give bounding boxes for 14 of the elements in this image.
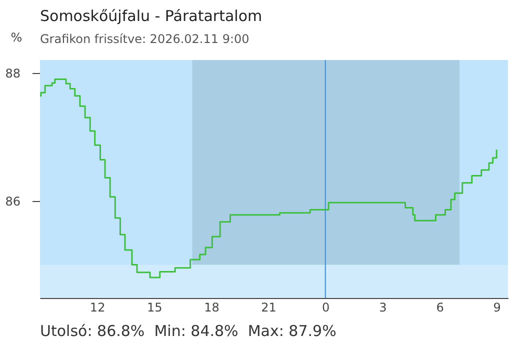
x-tick-label: 21: [261, 300, 276, 314]
x-tick-label: 6: [436, 300, 444, 314]
y-tick-label: 88: [5, 66, 20, 80]
x-tick-label: 12: [90, 300, 106, 314]
x-tick-label: 18: [204, 300, 220, 314]
x-tick-label: 3: [379, 300, 387, 314]
x-tick-label: 15: [147, 300, 162, 314]
chart-title: Somoskőújfalu - Páratartalom: [40, 7, 262, 25]
y-axis-title: %: [10, 30, 22, 44]
y-tick-label: 86: [5, 194, 20, 208]
x-tick-label: 0: [322, 300, 330, 314]
chart-subtitle: Grafikon frissítve: 2026.02.11 9:00: [40, 32, 250, 46]
x-tick-label: 9: [493, 300, 501, 314]
text: Utolsó: 86.8% Min: 84.8% Max: 87.9%: [40, 322, 336, 340]
